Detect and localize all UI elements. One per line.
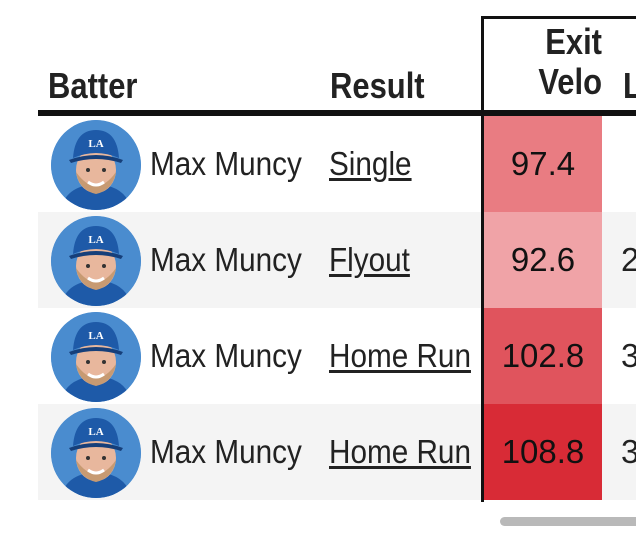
svg-text:LA: LA bbox=[88, 330, 103, 342]
table-row: LA Max Muncy Single 97.4 bbox=[38, 116, 636, 212]
batted-ball-table: Batter Result Exit Velo L LA bbox=[38, 0, 636, 500]
launch-partial-cell: 2 bbox=[621, 241, 636, 278]
result-link[interactable]: Home Run bbox=[329, 337, 471, 374]
player-headshot-icon: LA bbox=[51, 408, 141, 498]
exit-velo-cell: 102.8 bbox=[484, 308, 602, 404]
column-header-exit-velo-line2: Velo bbox=[538, 61, 602, 102]
result-link[interactable]: Home Run bbox=[329, 433, 471, 470]
launch-partial-cell: 3 bbox=[621, 433, 636, 470]
result-link[interactable]: Flyout bbox=[329, 241, 410, 278]
player-headshot-icon: LA bbox=[51, 312, 141, 402]
exit-velo-cell: 108.8 bbox=[484, 404, 602, 500]
exit-velo-cell: 97.4 bbox=[484, 116, 602, 212]
column-header-exit-velo[interactable]: Exit Velo bbox=[501, 22, 602, 102]
horizontal-scrollbar[interactable] bbox=[500, 517, 636, 526]
column-header-batter[interactable]: Batter bbox=[48, 65, 138, 106]
column-header-exit-velo-line1: Exit bbox=[545, 21, 602, 62]
batter-name: Max Muncy bbox=[150, 433, 302, 470]
svg-text:LA: LA bbox=[88, 234, 103, 246]
launch-partial-cell: 3 bbox=[621, 337, 636, 374]
batter-name: Max Muncy bbox=[150, 241, 302, 278]
table-body: LA Max Muncy Single 97.4 LA bbox=[38, 116, 636, 500]
player-headshot-icon: LA bbox=[51, 216, 141, 306]
column-header-result[interactable]: Result bbox=[330, 65, 425, 106]
column-header-launch-partial[interactable]: L bbox=[623, 66, 636, 106]
table-row: LA Max Muncy Home Run 102.8 3 bbox=[38, 308, 636, 404]
table-row: LA Max Muncy Home Run 108.8 3 bbox=[38, 404, 636, 500]
exit-velo-cell: 92.6 bbox=[484, 212, 602, 308]
svg-text:LA: LA bbox=[88, 426, 103, 438]
player-headshot-icon: LA bbox=[51, 120, 141, 210]
exit-velo-column-left-border bbox=[481, 16, 484, 502]
batter-name: Max Muncy bbox=[150, 337, 302, 374]
exit-velo-column-top-border bbox=[481, 16, 636, 19]
header-rule bbox=[38, 110, 636, 116]
table-header: Batter Result Exit Velo L bbox=[38, 0, 636, 110]
table-row: LA Max Muncy Flyout 92.6 2 bbox=[38, 212, 636, 308]
svg-text:LA: LA bbox=[88, 138, 103, 150]
result-link[interactable]: Single bbox=[329, 145, 412, 182]
batter-name: Max Muncy bbox=[150, 145, 302, 182]
